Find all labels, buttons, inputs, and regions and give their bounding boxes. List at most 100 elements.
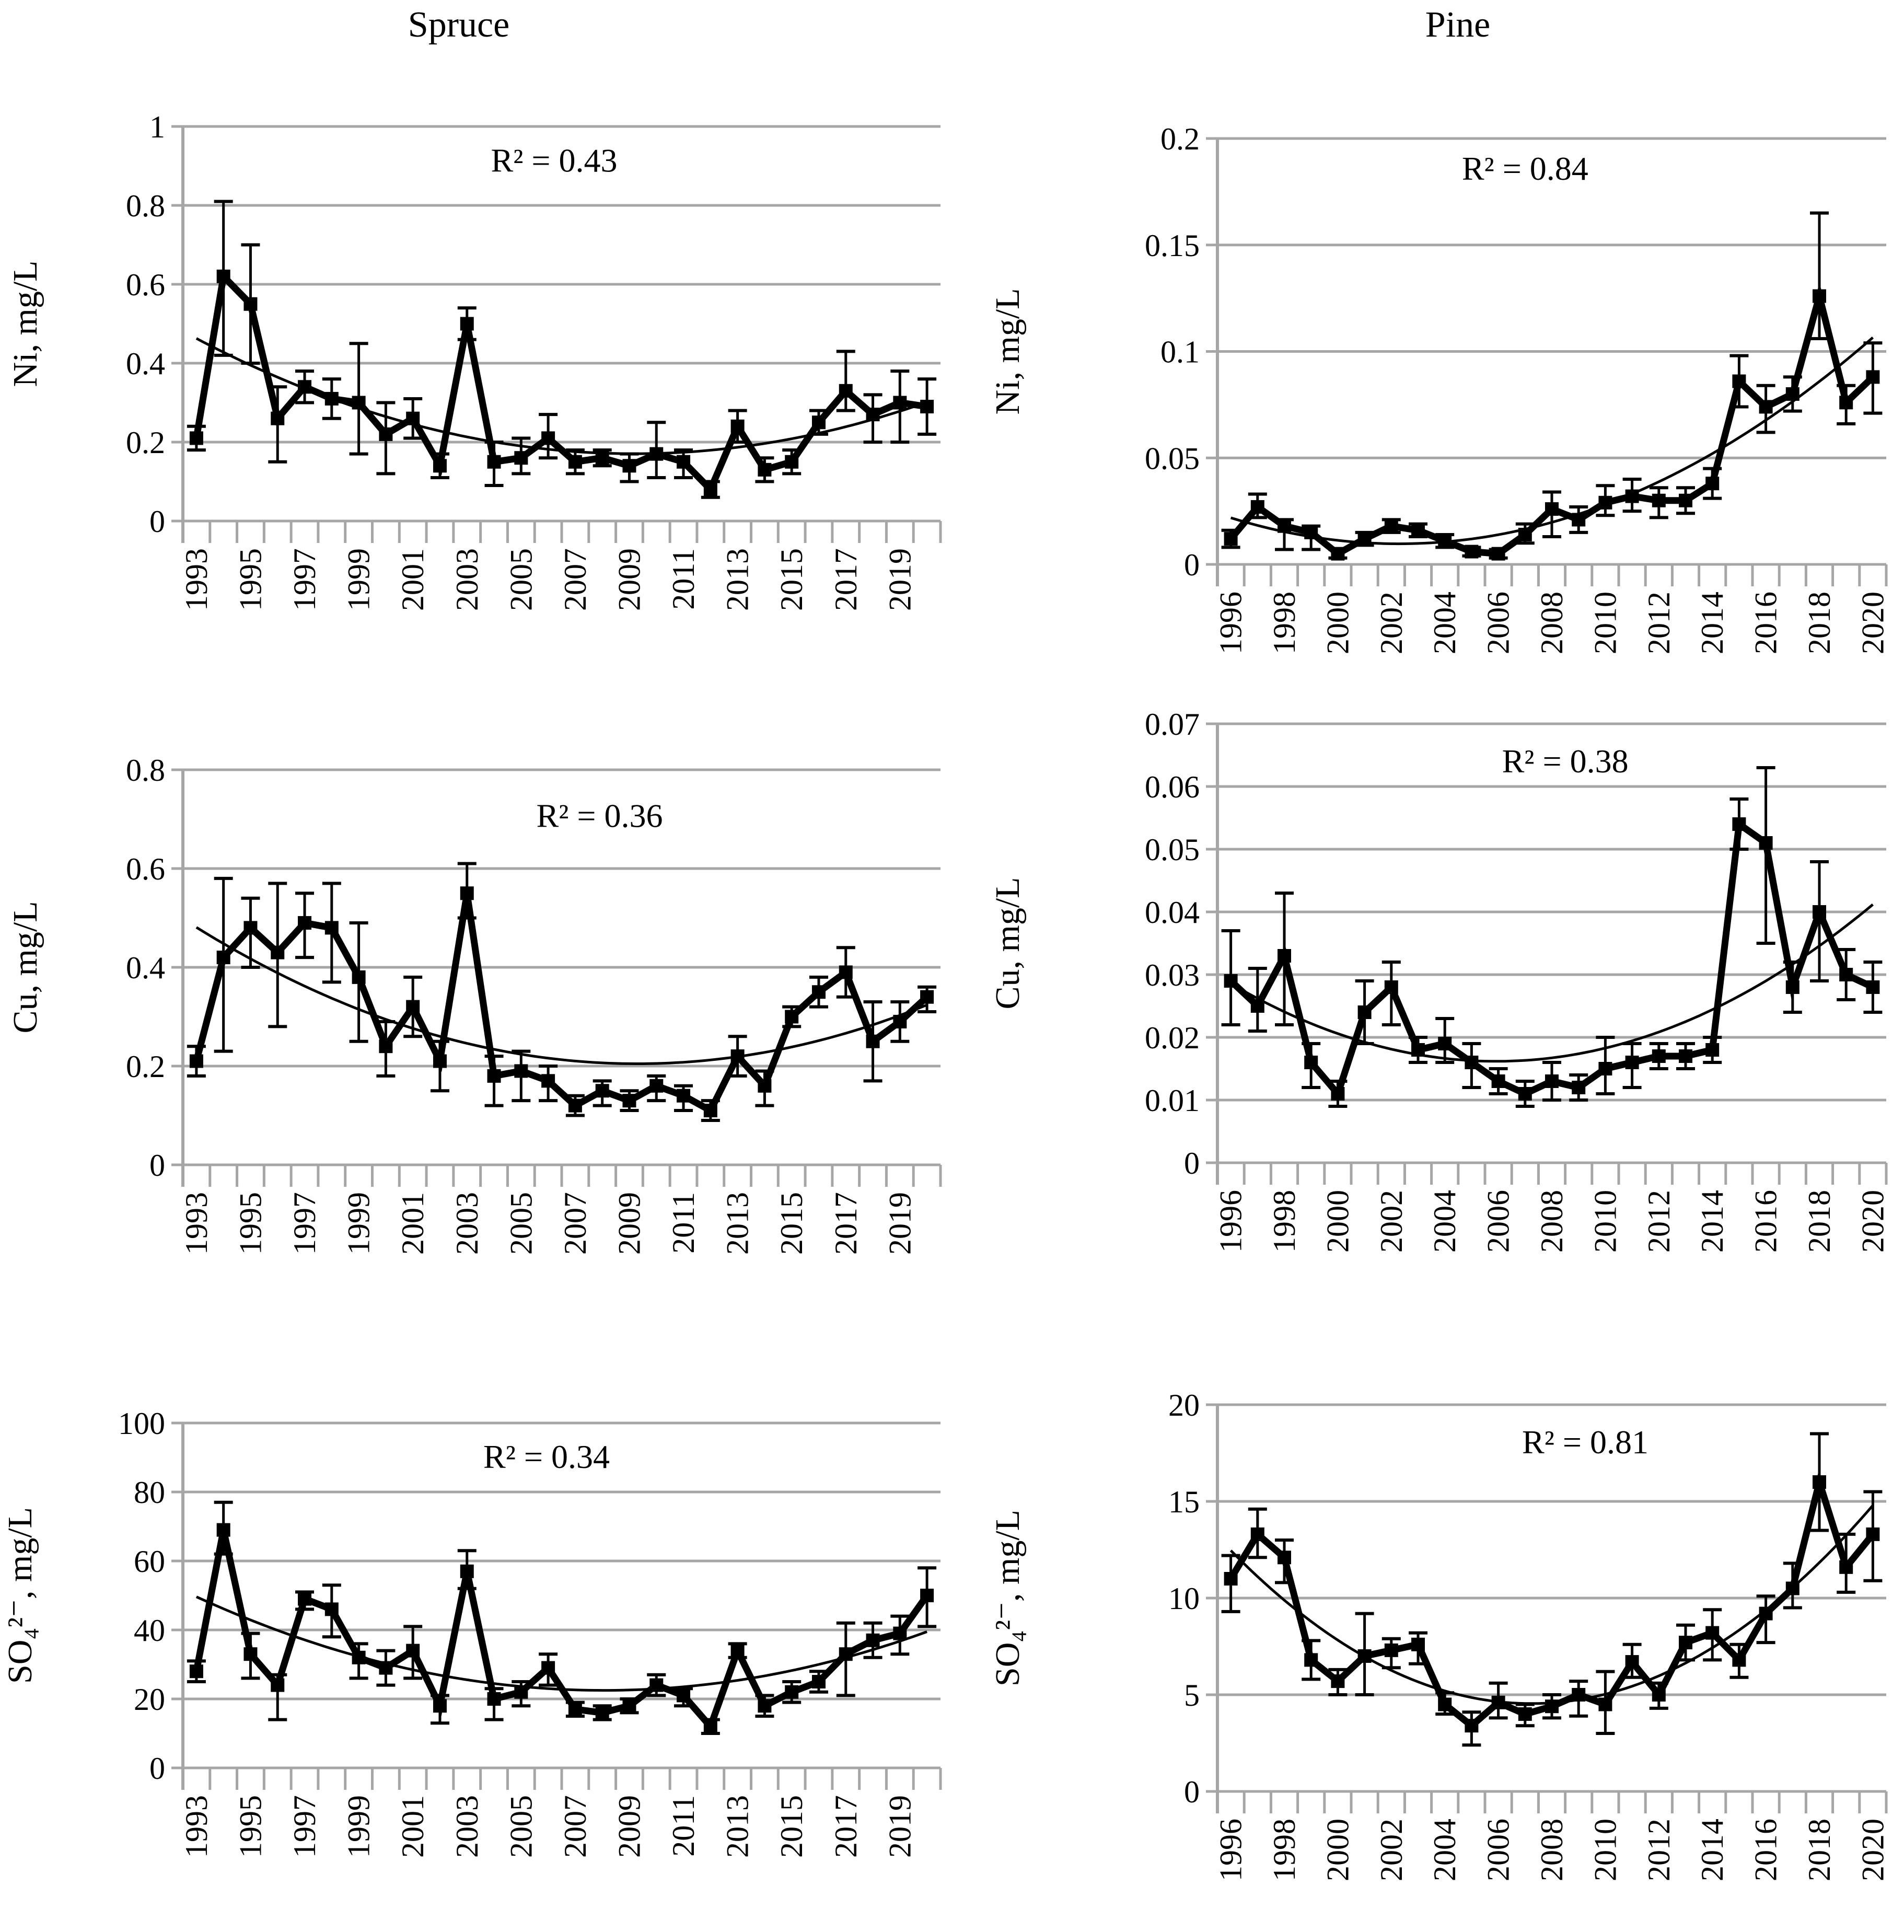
data-point-marker — [1679, 1049, 1692, 1063]
data-point-marker — [677, 455, 691, 469]
data-point-marker — [1278, 949, 1291, 963]
data-point-marker — [703, 482, 717, 496]
y-tick-label: 1 — [149, 110, 165, 144]
x-tick-label: 2017 — [829, 548, 863, 611]
y-tick-label: 0.04 — [1145, 895, 1200, 930]
y-tick-label: 0.8 — [126, 753, 165, 788]
data-point-marker — [1866, 980, 1880, 994]
data-point-marker — [785, 1685, 799, 1699]
data-point-marker — [1465, 1719, 1479, 1733]
x-tick-label: 2008 — [1535, 1190, 1569, 1253]
x-tick-label: 2004 — [1427, 1819, 1462, 1881]
data-point-marker — [1679, 493, 1692, 507]
x-tick-label: 2009 — [612, 1192, 646, 1255]
y-tick-label: 0.07 — [1145, 707, 1200, 742]
x-tick-label: 1999 — [342, 548, 376, 611]
x-tick-label: 2016 — [1749, 592, 1783, 654]
y-tick-label: 0 — [149, 504, 165, 539]
data-point-marker — [1679, 1636, 1692, 1650]
chart-pine-so4: 0 5 10 15 20 1996 1998 2000 2002 2004 2006 2008 2010… — [989, 1388, 1890, 1881]
y-tick-label: 0.1 — [1160, 335, 1200, 369]
y-tick-label: 0 — [149, 1148, 165, 1183]
y-tick-label: 0 — [1184, 548, 1200, 582]
data-point-marker — [920, 1589, 934, 1602]
x-tick-label: 2010 — [1588, 1819, 1622, 1881]
data-point-marker — [433, 1054, 447, 1068]
chart-spruce-ni: 0 0.2 0.4 0.6 0.8 1 1993 1995 1997 1999 2001 2003 20… — [6, 110, 942, 611]
data-point-marker — [1652, 493, 1666, 507]
data-point-marker — [1732, 374, 1746, 388]
x-tick-label: 2009 — [612, 548, 646, 611]
x-tick-label: 1998 — [1267, 1190, 1302, 1253]
data-point-marker — [460, 317, 474, 331]
y-tick-label: 0.01 — [1145, 1083, 1200, 1118]
x-tick-label: 2001 — [396, 548, 430, 611]
data-point-marker — [730, 1644, 745, 1658]
x-tick-label: 2015 — [774, 1192, 809, 1255]
data-point-marker — [1839, 1560, 1853, 1574]
trend-line — [195, 337, 927, 455]
y-tick-label: 0.05 — [1145, 441, 1200, 476]
x-tick-label: 2002 — [1374, 592, 1409, 654]
data-series-line — [193, 893, 930, 1116]
data-point-marker — [1545, 1074, 1559, 1088]
data-point-marker — [703, 1104, 717, 1118]
x-tick-label: 1996 — [1214, 592, 1248, 654]
data-point-marker — [1652, 1049, 1666, 1063]
chart-spruce-so4: 0 20 40 60 80 100 1993 1995 1997 1999 2001 2003 2005… — [1, 1406, 942, 1858]
x-tick-label: 1997 — [287, 548, 322, 611]
data-point-marker — [1785, 980, 1799, 994]
trend-line — [195, 926, 928, 1065]
data-point-marker — [758, 1699, 772, 1713]
data-point-marker — [541, 431, 555, 445]
data-point-marker — [1491, 1074, 1505, 1088]
x-tick-label: 2014 — [1695, 592, 1729, 654]
data-point-marker — [1224, 532, 1238, 546]
x-tick-label: 2016 — [1749, 1819, 1783, 1881]
y-axis-title: Cu, mg/L — [989, 877, 1027, 1009]
x-tick-label: 2007 — [558, 1192, 593, 1255]
data-point-marker — [1250, 500, 1264, 514]
data-point-marker — [189, 1664, 203, 1679]
data-point-marker — [1625, 1655, 1639, 1669]
data-point-marker — [1331, 547, 1345, 561]
data-point-marker — [595, 1706, 609, 1720]
data-point-marker — [677, 1688, 691, 1703]
data-point-marker — [1598, 1697, 1612, 1711]
data-point-marker — [216, 1523, 230, 1537]
x-tick-label: 2019 — [883, 548, 917, 611]
chart-pine-cu: 0 0.01 0.02 0.03 0.04 0.05 0.06 0.07 1996 1998 200… — [989, 707, 1890, 1253]
x-tick-label: 1995 — [233, 548, 268, 611]
x-tick-label: 2001 — [396, 1192, 430, 1255]
data-point-marker — [243, 921, 258, 935]
r-squared-label: R² = 0.38 — [1502, 743, 1629, 780]
y-tick-label: 0.8 — [126, 189, 165, 223]
x-tick-label: 1995 — [233, 1795, 268, 1858]
y-tick-label: 0 — [1184, 1775, 1200, 1809]
data-point-marker — [649, 1079, 664, 1093]
data-point-marker — [839, 384, 853, 398]
r-squared-label: R² = 0.34 — [483, 1438, 610, 1475]
data-point-marker — [433, 1699, 447, 1713]
trend-line — [1230, 903, 1874, 1063]
trend-line — [1229, 1505, 1874, 1705]
data-point-marker — [730, 419, 745, 433]
x-tick-label: 2013 — [721, 1795, 755, 1858]
y-tick-label: 60 — [134, 1544, 165, 1579]
x-tick-label: 2011 — [666, 1192, 701, 1254]
y-axis-title: SO₄²⁻, mg/L — [1, 1507, 39, 1684]
x-tick-label: 2009 — [612, 1795, 646, 1858]
data-point-marker — [893, 1626, 907, 1640]
x-tick-label: 2015 — [774, 548, 809, 611]
y-axis-title: Ni, mg/L — [989, 288, 1027, 415]
data-point-marker — [487, 1069, 501, 1083]
data-point-marker — [1545, 502, 1559, 516]
data-point-marker — [1813, 905, 1826, 919]
data-point-marker — [622, 1699, 636, 1713]
data-point-marker — [1411, 1637, 1425, 1651]
data-point-marker — [271, 945, 285, 959]
x-tick-label: 2010 — [1588, 592, 1622, 654]
y-tick-label: 15 — [1168, 1485, 1200, 1519]
data-point-marker — [703, 1719, 717, 1733]
